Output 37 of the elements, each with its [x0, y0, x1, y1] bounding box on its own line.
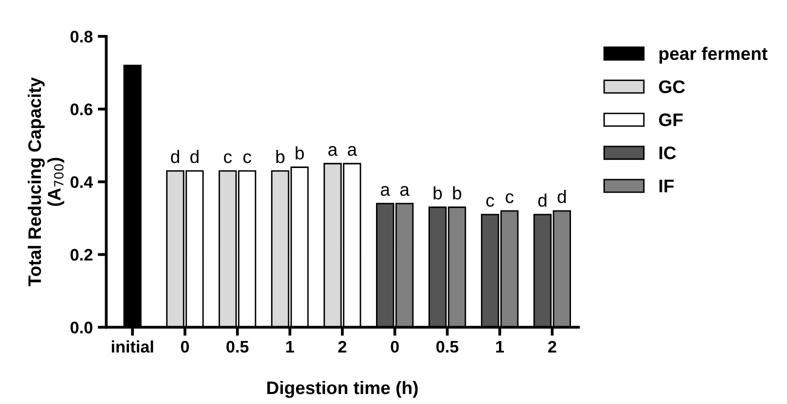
x-tick-label: initial: [112, 340, 154, 353]
data-label: b: [453, 186, 462, 200]
legend-label: GF: [659, 113, 683, 126]
data-label: a: [328, 146, 338, 156]
x-tick-label: 2: [338, 340, 346, 353]
data-label: c: [486, 196, 494, 207]
x-tick-label: 0.5: [436, 340, 458, 353]
y-tick-label: 0.4: [70, 176, 93, 188]
x-tick-label: 1: [286, 341, 294, 353]
y-tick-label: 0.8: [70, 30, 93, 43]
x-tick-label: 1: [496, 341, 504, 353]
x-tick-label: 0.5: [226, 340, 249, 353]
data-label: b: [276, 150, 284, 164]
legend-label: GC: [659, 80, 685, 94]
x-tick-label: 0: [390, 340, 399, 353]
data-label: d: [558, 190, 566, 204]
y-tick-label: 0.6: [70, 103, 92, 116]
data-label: c: [506, 193, 514, 204]
y-tick-label: 0.2: [70, 248, 92, 261]
y-axis-title: Total Reducing Capacity (A$_{700}$): [28, 77, 64, 286]
x-tick-label: 2: [548, 340, 556, 353]
data-label: d: [190, 150, 199, 164]
data-label: c: [243, 153, 252, 164]
legend-label: IC: [660, 146, 676, 160]
data-label: c: [224, 153, 232, 164]
data-label: b: [434, 186, 442, 200]
legend-label: pear ferment: [659, 46, 768, 64]
data-label: d: [538, 194, 546, 207]
x-axis-title: Digestion time (h): [267, 380, 418, 398]
data-label: a: [400, 186, 410, 196]
data-label: d: [170, 150, 180, 164]
legend-label: IF: [660, 180, 674, 192]
data-label: a: [380, 186, 390, 196]
text: 0.0: [70, 322, 92, 334]
data-label: b: [296, 146, 304, 160]
x-tick-label: 0: [180, 340, 189, 353]
data-label: a: [348, 146, 358, 156]
